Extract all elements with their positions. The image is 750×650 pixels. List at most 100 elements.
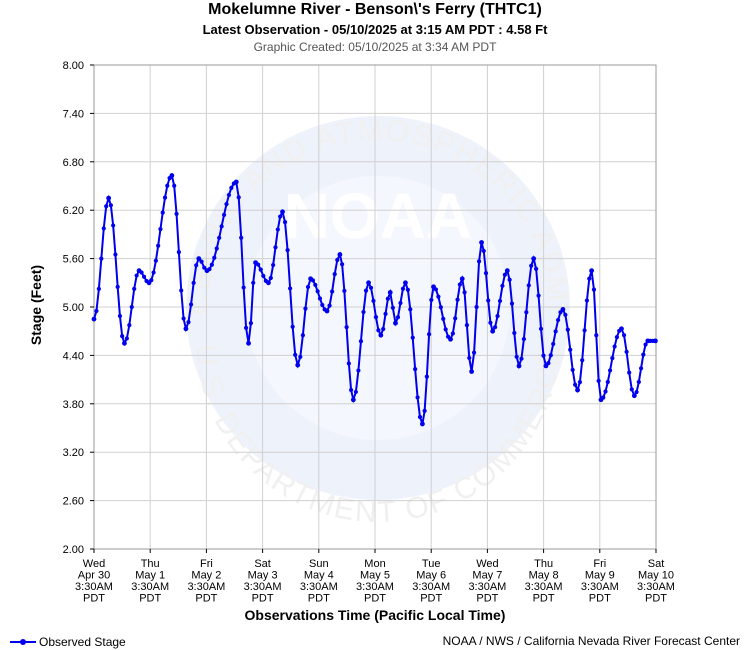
stage-sample-point <box>241 285 246 290</box>
y-axis-ticks: 8.00 7.40 6.80 6.20 5.60 5.00 4.40 3.80 3.20 2.60… <box>63 60 94 556</box>
stage-sample-point <box>453 316 458 321</box>
stage-sample-point <box>596 378 601 383</box>
stage-sample-point <box>239 235 244 240</box>
x-tick-label-day: Tue <box>422 558 441 570</box>
stage-sample-point <box>413 366 418 372</box>
chart-subtitle: Latest Observation - 05/10/2025 at 3:15 … <box>202 22 548 37</box>
stage-sample-point <box>594 333 599 338</box>
stage-sample-point <box>181 316 186 321</box>
stage-sample-point <box>332 271 337 277</box>
y-tick-label: 3.20 <box>63 447 84 459</box>
stage-sample-point <box>443 327 448 332</box>
stage-sample-point <box>497 298 503 304</box>
x-tick-label-day: Fri <box>593 558 606 570</box>
stage-sample-point <box>553 329 558 334</box>
stage-sample-point <box>226 192 232 198</box>
x-tick-label-time: 3:30AM <box>356 581 394 593</box>
stage-sample-point <box>251 280 256 285</box>
stage-sample-point <box>376 328 381 333</box>
stage-sample-point <box>371 298 376 304</box>
observed-stage-point <box>490 328 496 334</box>
observed-stage-point <box>183 326 189 332</box>
stage-sample-point <box>132 286 137 291</box>
stage-sample-point <box>275 227 280 232</box>
y-tick-label: 5.60 <box>63 254 84 266</box>
stage-sample-point <box>165 183 170 188</box>
y-tick-label: 3.80 <box>63 399 84 411</box>
stage-sample-point <box>191 280 196 285</box>
stage-sample-point <box>400 286 406 291</box>
stage-sample-point <box>610 356 615 361</box>
stage-sample-point <box>162 195 168 200</box>
x-tick-label-time: 3:30AM <box>75 581 113 593</box>
stage-sample-point <box>422 408 427 413</box>
stage-sample-point <box>500 283 505 288</box>
x-tick-label-time: 3:30AM <box>187 581 225 593</box>
stage-sample-point <box>536 293 541 298</box>
stage-sample-point <box>587 276 592 281</box>
stage-sample-point <box>358 339 364 344</box>
stage-sample-point <box>486 298 491 303</box>
observed-stage-point <box>253 260 258 266</box>
stage-sample-point <box>298 354 303 359</box>
stage-sample-point <box>346 361 351 366</box>
stage-sample-point <box>340 262 345 267</box>
x-tick-label-time: 3:30AM <box>525 581 563 593</box>
stage-sample-point <box>584 298 590 303</box>
x-tick-label-date: May 5 <box>360 570 390 582</box>
observed-stage-point <box>106 195 112 201</box>
noaa-seal-inner <box>246 176 510 440</box>
stage-sample-point <box>224 202 229 207</box>
stage-sample-point <box>330 289 335 294</box>
y-tick-label: 6.80 <box>63 157 84 169</box>
x-tick-label-day: Wed <box>83 558 105 570</box>
source-credit: NOAA / NWS / California Nevada River For… <box>442 634 740 648</box>
stage-sample-point <box>290 324 295 329</box>
x-tick-label-time: 3:30AM <box>637 581 675 593</box>
stage-sample-point <box>202 265 207 270</box>
x-tick-label-day: Thu <box>534 558 553 570</box>
stage-sample-point <box>160 210 165 215</box>
x-tick-label-tz: PDT <box>139 593 161 605</box>
stage-sample-point <box>327 303 332 308</box>
observed-stage-point <box>575 387 580 393</box>
x-tick-label-time: 3:30AM <box>468 581 506 593</box>
stage-sample-point <box>385 296 390 301</box>
observed-stage-point <box>136 268 142 274</box>
stage-sample-point <box>467 355 472 361</box>
stage-sample-point <box>317 296 323 301</box>
observed-stage-point <box>589 268 594 274</box>
observed-stage-point <box>403 280 408 286</box>
x-tick-label-date: May 3 <box>248 570 278 582</box>
stage-sample-point <box>219 224 224 229</box>
x-tick-label-date: May 7 <box>472 570 502 582</box>
noaa-watermark: NOAA NATIONAL OCEANIC AND ATMOSPHERIC AD… <box>0 0 572 529</box>
stage-sample-point <box>464 323 470 328</box>
stage-sample-point <box>268 275 273 281</box>
observed-stage-point <box>337 252 343 257</box>
x-tick-label-tz: PDT <box>308 593 330 605</box>
stage-sample-point <box>117 313 123 319</box>
stage-sample-point <box>621 333 627 338</box>
stage-sample-point <box>186 319 191 325</box>
stage-sample-point <box>634 389 639 395</box>
stage-sample-point <box>236 195 241 200</box>
stage-sample-point <box>509 301 515 306</box>
stage-sample-point <box>214 246 219 251</box>
stage-sample-point <box>565 327 570 332</box>
x-axis-label: Observations Time (Pacific Local Time) <box>244 607 506 623</box>
stage-sample-point <box>481 248 486 254</box>
observed-stage-point <box>266 280 271 286</box>
observed-stage-point <box>420 421 425 427</box>
stage-sample-point <box>551 341 556 347</box>
stage-sample-point <box>229 185 234 191</box>
x-tick-label-date: May 8 <box>529 570 559 582</box>
observed-stage-series <box>91 173 658 427</box>
stage-sample-point <box>582 328 587 333</box>
stage-sample-point <box>570 367 575 373</box>
stage-sample-point <box>438 305 443 310</box>
stage-sample-point <box>199 259 204 264</box>
stage-sample-point <box>405 287 410 292</box>
